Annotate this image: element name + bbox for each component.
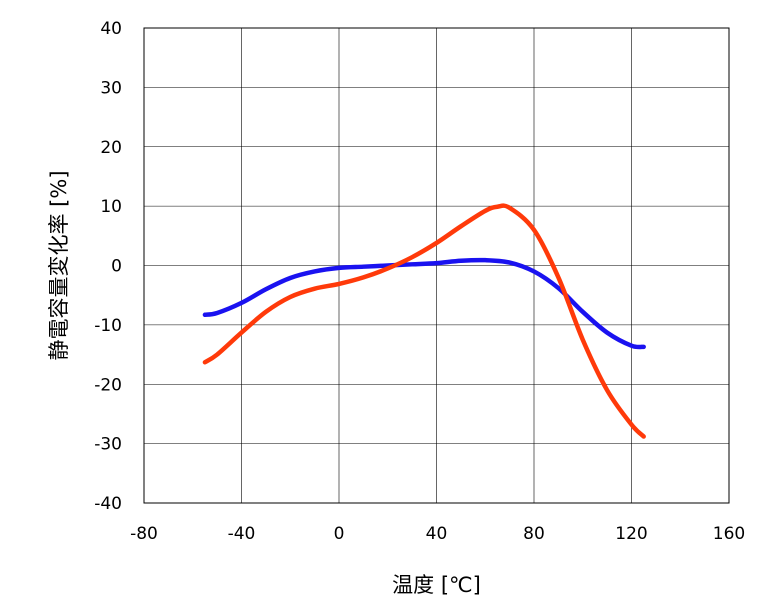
y-tick-label: 20	[100, 138, 122, 158]
series-line-2	[202, 203, 646, 439]
y-axis-label: 静電容量変化率 [%]	[47, 170, 71, 360]
y-tick-label: -40	[94, 494, 122, 514]
x-tick-label: 0	[334, 524, 345, 544]
y-tick-label: 30	[100, 78, 122, 98]
series-lines	[202, 203, 646, 439]
x-tick-label: 40	[426, 524, 448, 544]
y-tick-label: 0	[111, 257, 122, 277]
plot-area	[143, 27, 730, 504]
y-tick-label: -20	[94, 375, 122, 395]
x-tick-label: 120	[615, 524, 647, 544]
x-axis-label: 温度 [℃]	[392, 573, 481, 597]
grid-lines	[144, 28, 729, 503]
x-tick-label: -80	[130, 524, 158, 544]
y-tick-label: -30	[94, 435, 122, 455]
y-tick-label: 10	[100, 197, 122, 217]
series-line-1	[202, 257, 646, 350]
x-tick-label: -40	[228, 524, 256, 544]
y-axis-ticks: 40 30 20 10 0 -10 -20 -30 -40	[94, 19, 122, 514]
y-tick-label: -10	[94, 316, 122, 336]
x-tick-label: 160	[713, 524, 745, 544]
x-tick-label: 80	[523, 524, 545, 544]
x-axis-ticks: -80 -40 0 40 80 120 160	[130, 524, 745, 544]
y-tick-label: 40	[100, 19, 122, 39]
